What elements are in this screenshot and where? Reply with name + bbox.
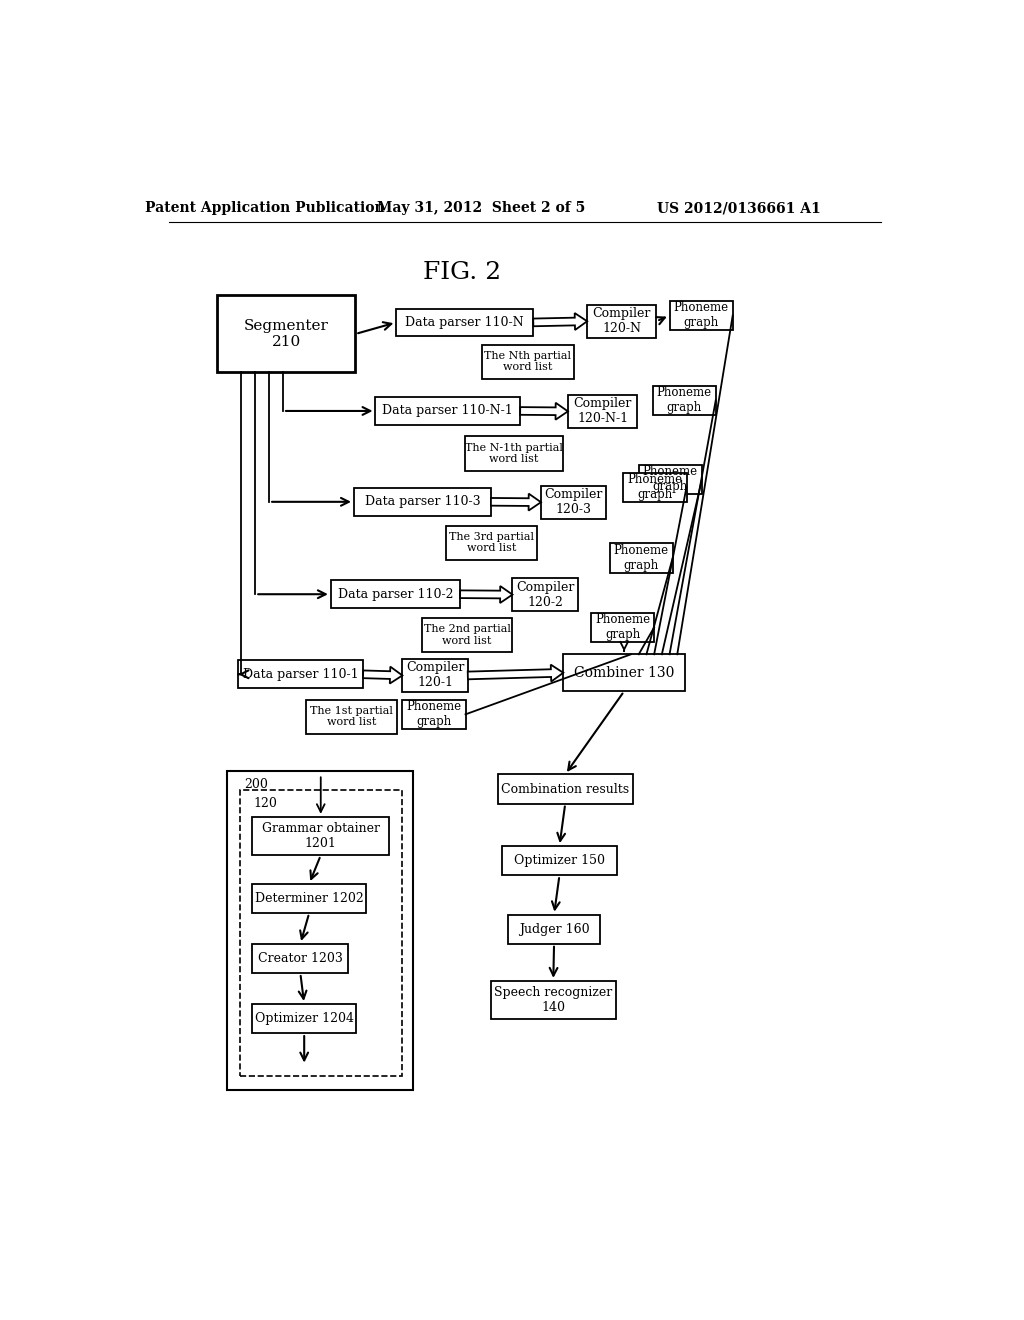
Text: Judger 160: Judger 160 [519,923,590,936]
Bar [587,305,656,338]
Text: Phoneme
graph: Phoneme graph [595,614,650,642]
Bar [490,981,615,1019]
Text: Compiler
120-2: Compiler 120-2 [516,581,574,609]
Bar [252,1003,356,1034]
Text: Creator 1203: Creator 1203 [258,952,343,965]
Text: Optimizer 1204: Optimizer 1204 [255,1012,353,1026]
Text: The 1st partial
word list: The 1st partial word list [310,706,393,727]
Bar [240,789,401,1076]
Bar [639,465,701,494]
Bar [512,578,578,611]
Polygon shape [460,586,512,603]
Text: Compiler
120-1: Compiler 120-1 [406,661,464,689]
Polygon shape [468,665,563,681]
Text: Data parser 110-1: Data parser 110-1 [243,668,358,681]
Text: May 31, 2012  Sheet 2 of 5: May 31, 2012 Sheet 2 of 5 [377,202,585,215]
Bar [624,473,686,502]
Bar [481,345,574,379]
Text: 120: 120 [254,797,278,810]
Text: Grammar obtainer
1201: Grammar obtainer 1201 [262,822,380,850]
Bar [402,659,468,692]
Text: Phoneme
graph: Phoneme graph [628,473,682,502]
Text: The 2nd partial
word list: The 2nd partial word list [424,624,511,645]
Bar [252,817,389,855]
Text: Phoneme
graph: Phoneme graph [643,466,698,494]
Bar [239,660,364,688]
Text: Phoneme
graph: Phoneme graph [613,544,669,572]
Text: Determiner 1202: Determiner 1202 [255,892,364,906]
Bar [508,915,600,944]
Text: The N-1th partial
word list: The N-1th partial word list [465,442,563,465]
Polygon shape [520,403,568,420]
Text: Optimizer 150: Optimizer 150 [514,854,605,867]
Polygon shape [362,667,402,684]
Text: Compiler
120-N: Compiler 120-N [593,308,651,335]
Bar [402,700,466,729]
Bar [670,301,733,330]
Text: Data parser 110-2: Data parser 110-2 [338,587,454,601]
Text: Combiner 130: Combiner 130 [573,665,675,680]
Text: Data parser 110-N-1: Data parser 110-N-1 [382,404,513,417]
Bar [502,846,617,875]
Polygon shape [534,313,587,330]
Text: FIG. 2: FIG. 2 [423,261,501,284]
Text: Combination results: Combination results [501,783,630,796]
Text: The 3rd partial
word list: The 3rd partial word list [450,532,535,553]
Text: US 2012/0136661 A1: US 2012/0136661 A1 [657,202,820,215]
Bar [465,436,563,471]
Bar [563,655,685,692]
Text: Patent Application Publication: Patent Application Publication [145,202,385,215]
Bar [252,944,348,973]
Bar [331,581,460,609]
Bar [568,395,637,428]
Bar [422,618,512,652]
Bar [306,700,397,734]
Bar [609,544,673,573]
Text: Data parser 110-N: Data parser 110-N [406,315,524,329]
Bar [591,612,654,642]
Text: Phoneme
graph: Phoneme graph [407,701,462,729]
Text: Compiler
120-N-1: Compiler 120-N-1 [573,397,632,425]
Text: Phoneme
graph: Phoneme graph [656,387,712,414]
Text: 200: 200 [244,777,267,791]
Bar [446,525,538,560]
Bar [354,488,490,516]
Text: Phoneme
graph: Phoneme graph [674,301,729,330]
Text: The Nth partial
word list: The Nth partial word list [484,351,571,372]
Text: Data parser 110-3: Data parser 110-3 [365,495,480,508]
Bar [226,771,413,1090]
Text: Segmenter
210: Segmenter 210 [244,319,329,348]
Bar [376,397,520,425]
Bar [217,296,355,372]
Bar [652,385,716,414]
Text: Speech recognizer
140: Speech recognizer 140 [495,986,612,1014]
Text: Compiler
120-3: Compiler 120-3 [545,488,603,516]
Bar [498,775,633,804]
Bar [252,884,367,913]
Bar [396,309,534,337]
Polygon shape [490,494,541,511]
Bar [541,486,606,519]
